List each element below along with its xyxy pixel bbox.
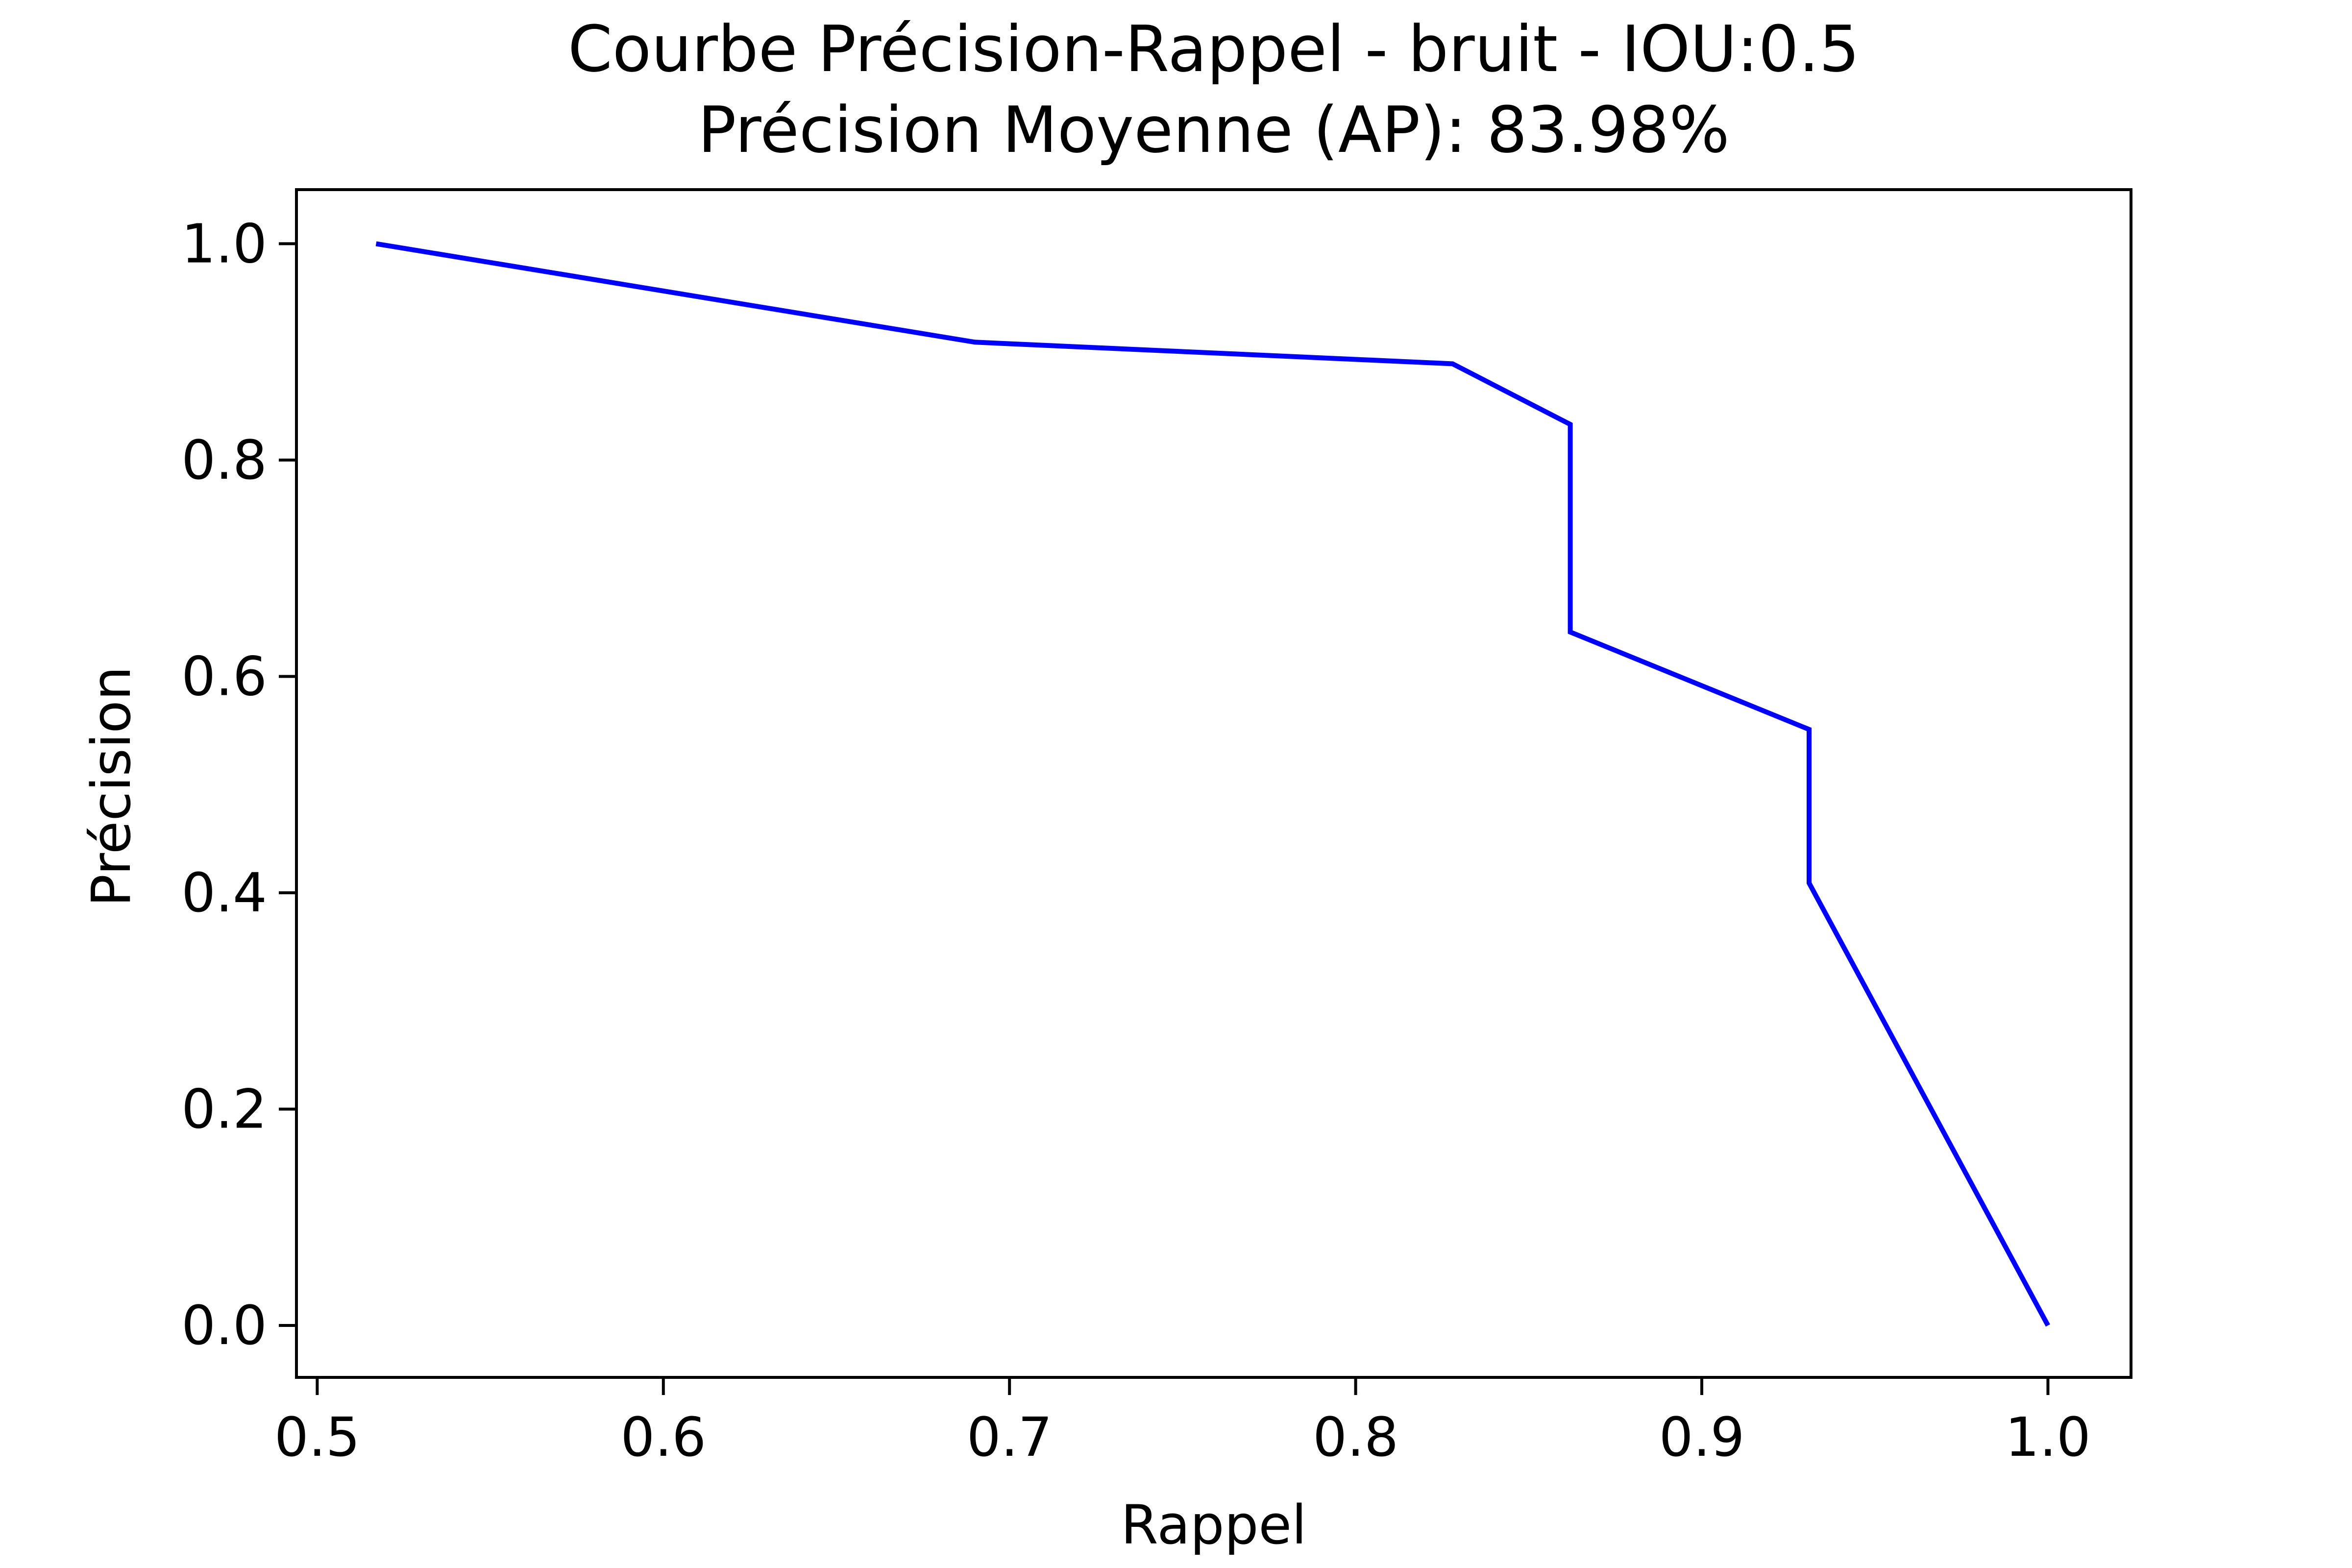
y-axis-label: Précision bbox=[80, 666, 143, 907]
y-tick-label: 0.4 bbox=[181, 861, 267, 924]
x-tick-label: 0.9 bbox=[1659, 1406, 1745, 1469]
series-line-0 bbox=[375, 241, 2050, 1327]
y-tick-label: 0.0 bbox=[181, 1294, 267, 1357]
x-tick-label: 0.8 bbox=[1313, 1406, 1398, 1469]
plot-frame bbox=[295, 188, 2132, 1379]
chart-title: Courbe Précision-Rappel - bruit - IOU:0.… bbox=[568, 12, 1860, 86]
x-tick-label: 0.6 bbox=[620, 1406, 706, 1469]
chart-subtitle: Précision Moyenne (AP): 83.98% bbox=[698, 93, 1730, 167]
x-tick-label: 0.7 bbox=[967, 1406, 1053, 1469]
x-tick-label: 1.0 bbox=[2005, 1406, 2091, 1469]
y-tick-label: 0.8 bbox=[181, 429, 267, 491]
y-tick-label: 0.2 bbox=[181, 1078, 267, 1141]
x-tick-label: 0.5 bbox=[274, 1406, 360, 1469]
x-axis-label: Rappel bbox=[1121, 1494, 1306, 1556]
y-tick-label: 1.0 bbox=[181, 212, 267, 275]
y-tick-label: 0.6 bbox=[181, 645, 267, 708]
